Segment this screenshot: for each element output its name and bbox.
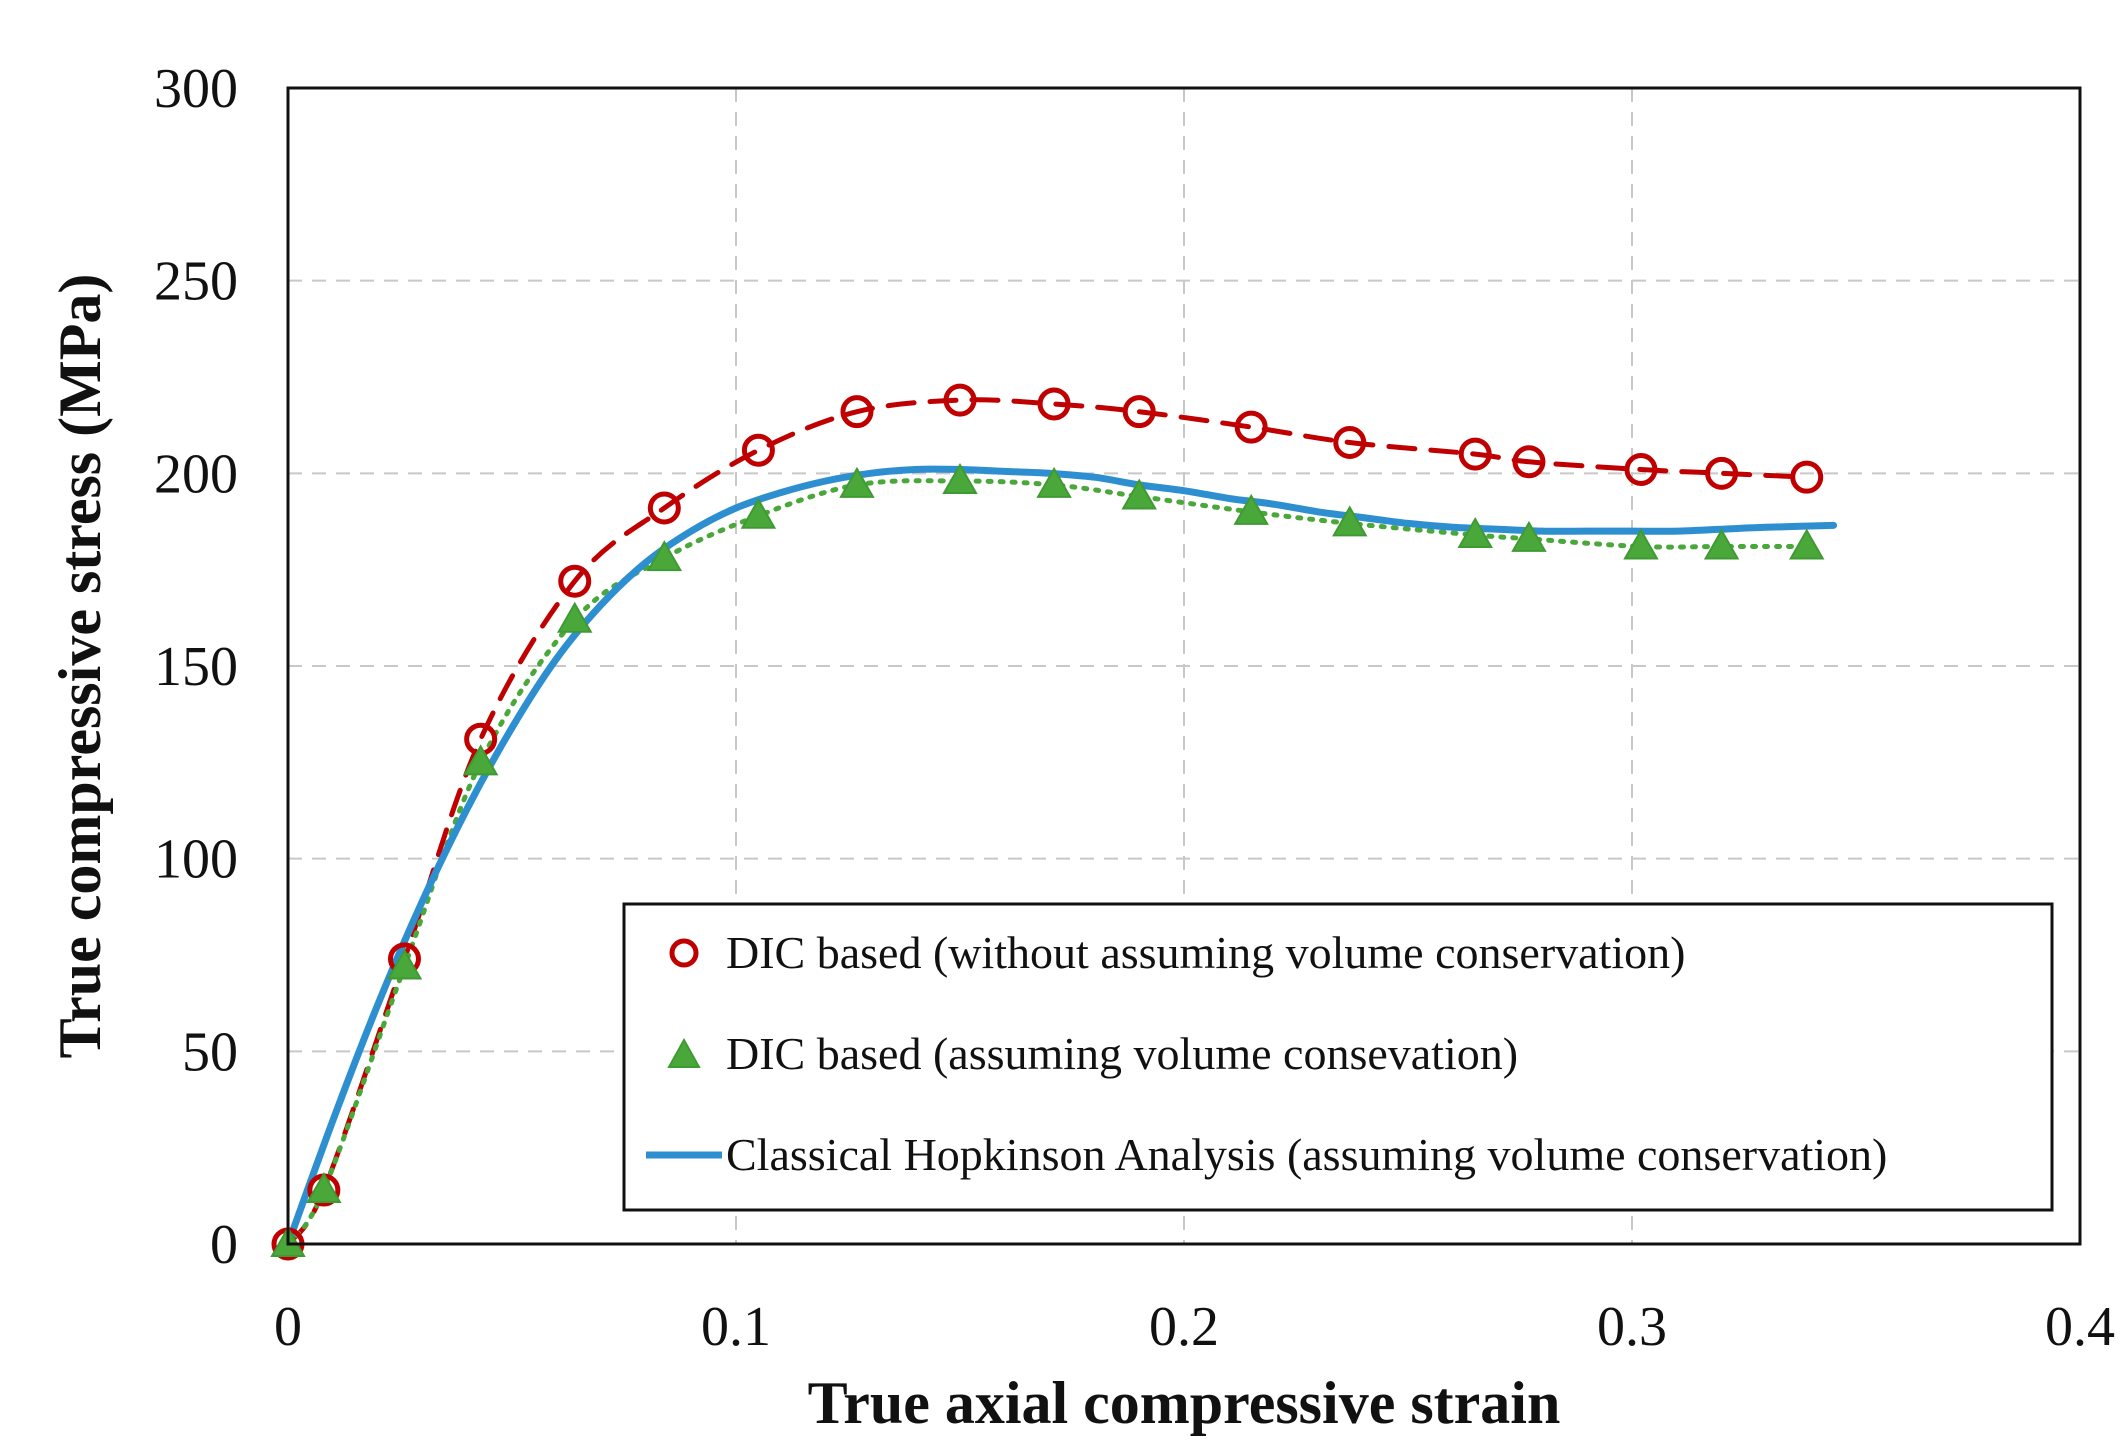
data-point-triangle — [839, 466, 875, 498]
data-point-circle — [1234, 410, 1268, 444]
data-point-circle — [840, 395, 874, 429]
y-tick-label: 150 — [154, 636, 238, 698]
data-point-triangle — [1332, 505, 1368, 537]
plot-area-frame — [286, 86, 2082, 1246]
x-tick-label: 0.4 — [2045, 1296, 2115, 1358]
data-point-triangle — [1623, 528, 1659, 560]
legend-label-hopkinson: Classical Hopkinson Analysis (assuming v… — [726, 1129, 1887, 1180]
data-point-triangle — [740, 497, 777, 529]
data-point-triangle — [1036, 466, 1072, 498]
data-point-circle — [1122, 395, 1156, 429]
x-tick-label: 0.1 — [701, 1296, 771, 1358]
data-point-triangle — [386, 948, 423, 980]
legend-label-dic-without: DIC based (without assuming volume conse… — [726, 927, 1685, 978]
legend: DIC based (without assuming volume conse… — [622, 902, 2054, 1212]
data-point-circle — [943, 383, 977, 417]
data-point-triangle — [1233, 493, 1269, 525]
data-point-circle — [558, 564, 592, 598]
legend-marker-triangle-icon — [667, 1037, 701, 1068]
data-point-circle — [1037, 387, 1071, 421]
data-point-circle — [1705, 456, 1739, 490]
y-tick-label: 100 — [154, 829, 238, 891]
y-tick-label: 300 — [154, 58, 238, 120]
legend-label-dic-assuming: DIC based (assuming volume consevation) — [726, 1028, 1518, 1079]
data-point-circle — [1790, 460, 1824, 494]
grid-lines — [288, 88, 2080, 1244]
data-point-triangle — [1788, 528, 1825, 560]
data-point-triangle — [1703, 528, 1740, 560]
tick-labels: 0 0.1 0.2 0.3 0.4 0 50 100 150 200 250 300 — [154, 58, 2115, 1358]
data-point-triangle — [1121, 478, 1157, 510]
y-axis-title: True compressive stress (MPa) — [47, 274, 113, 1059]
data-point-circle — [1458, 437, 1492, 471]
data-point-triangle — [1511, 520, 1547, 552]
legend-marker-circle-icon — [669, 938, 699, 968]
data-point-circle — [1512, 445, 1546, 479]
data-point-triangle — [1457, 516, 1493, 548]
data-point-triangle — [646, 540, 683, 572]
x-tick-label: 0.2 — [1149, 1296, 1219, 1358]
data-point-circle — [1333, 426, 1367, 460]
data-point-triangle — [556, 601, 593, 633]
y-tick-label: 0 — [210, 1214, 238, 1276]
y-tick-label: 250 — [154, 251, 238, 313]
legend-box — [622, 902, 2054, 1212]
data-point-circle — [741, 433, 775, 467]
data-point-circle — [647, 491, 681, 525]
y-tick-label: 50 — [182, 1021, 238, 1083]
x-axis-title: True axial compressive strain — [808, 1370, 1561, 1436]
series-line-0 — [285, 397, 1810, 1247]
y-tick-label: 200 — [154, 443, 238, 505]
data-point-triangle — [462, 744, 499, 776]
data-point-triangle — [942, 463, 978, 495]
x-tick-label: 0 — [274, 1296, 302, 1358]
data-point-circle — [1624, 452, 1658, 486]
x-tick-label: 0.3 — [1597, 1296, 1667, 1358]
data-point-triangle — [306, 1172, 342, 1204]
